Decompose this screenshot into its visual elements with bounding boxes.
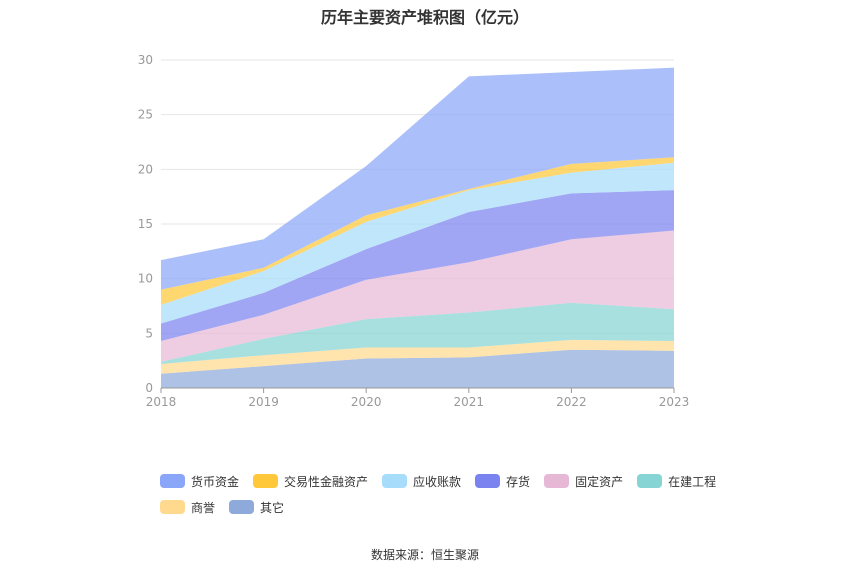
legend-swatch [229,500,255,514]
legend: 货币资金 交易性金融资产 应收账款 存货 固定资产 在建工程商誉 其它 [160,472,720,516]
area-应收账款[interactable] [161,162,674,324]
legend-swatch [253,474,279,488]
x-tick-label: 2020 [351,395,382,409]
legend-label: 货币资金 [191,474,240,489]
x-tick-label: 2018 [146,395,177,409]
legend-item[interactable]: 商誉 [160,498,215,516]
x-tick-label: 2019 [248,395,279,409]
legend-item[interactable]: 存货 [475,472,530,490]
y-tick-label: 30 [138,53,153,67]
legend-item[interactable]: 货币资金 [160,472,239,490]
y-tick-label: 10 [138,272,153,286]
legend-swatch [382,474,408,488]
legend-swatch [544,474,570,488]
y-tick-label: 15 [138,217,153,231]
area-货币资金[interactable] [161,67,674,290]
legend-label: 交易性金融资产 [284,474,369,489]
legend-label: 应收账款 [413,474,462,489]
area-其它[interactable] [161,349,674,388]
legend-label: 商誉 [191,500,216,515]
y-tick-label: 5 [145,326,153,340]
axes: 0 5 10 15 20 25 30 2018 2019 2020 2021 2022 2023 [138,53,690,409]
legend-item[interactable]: 其它 [229,498,284,516]
legend-item[interactable]: 固定资产 [544,472,623,490]
y-tick-label: 25 [138,108,153,122]
legend-item[interactable]: 在建工程 [637,472,716,490]
y-tick-label: 20 [138,162,153,176]
area-固定资产[interactable] [161,230,674,362]
legend-swatch [160,500,185,514]
area-商誉[interactable] [161,339,674,374]
legend-swatch [160,474,185,488]
chart-title: 历年主要资产堆积图（亿元） [320,8,529,27]
y-tick-label: 0 [145,381,153,395]
legend-swatch [475,474,501,488]
stacked-area-chart: 0 5 10 15 20 25 30 2018 2019 2020 2021 2022 2023 [138,53,690,409]
legend-swatch [637,474,663,488]
legend-item[interactable]: 应收账款 [382,472,461,490]
x-tick-label: 2023 [659,395,690,409]
area-series [161,67,674,388]
area-存货[interactable] [161,190,674,341]
x-tick-label: 2022 [556,395,587,409]
legend-item[interactable]: 交易性金融资产 [253,472,368,490]
x-tick-label: 2021 [454,395,485,409]
legend-label: 存货 [506,474,531,489]
legend-label: 其它 [260,500,285,515]
legend-label: 在建工程 [668,474,717,489]
area-在建工程[interactable] [161,302,674,364]
data-source: 数据来源：恒生聚源 [370,548,479,562]
legend-label: 固定资产 [575,474,624,489]
